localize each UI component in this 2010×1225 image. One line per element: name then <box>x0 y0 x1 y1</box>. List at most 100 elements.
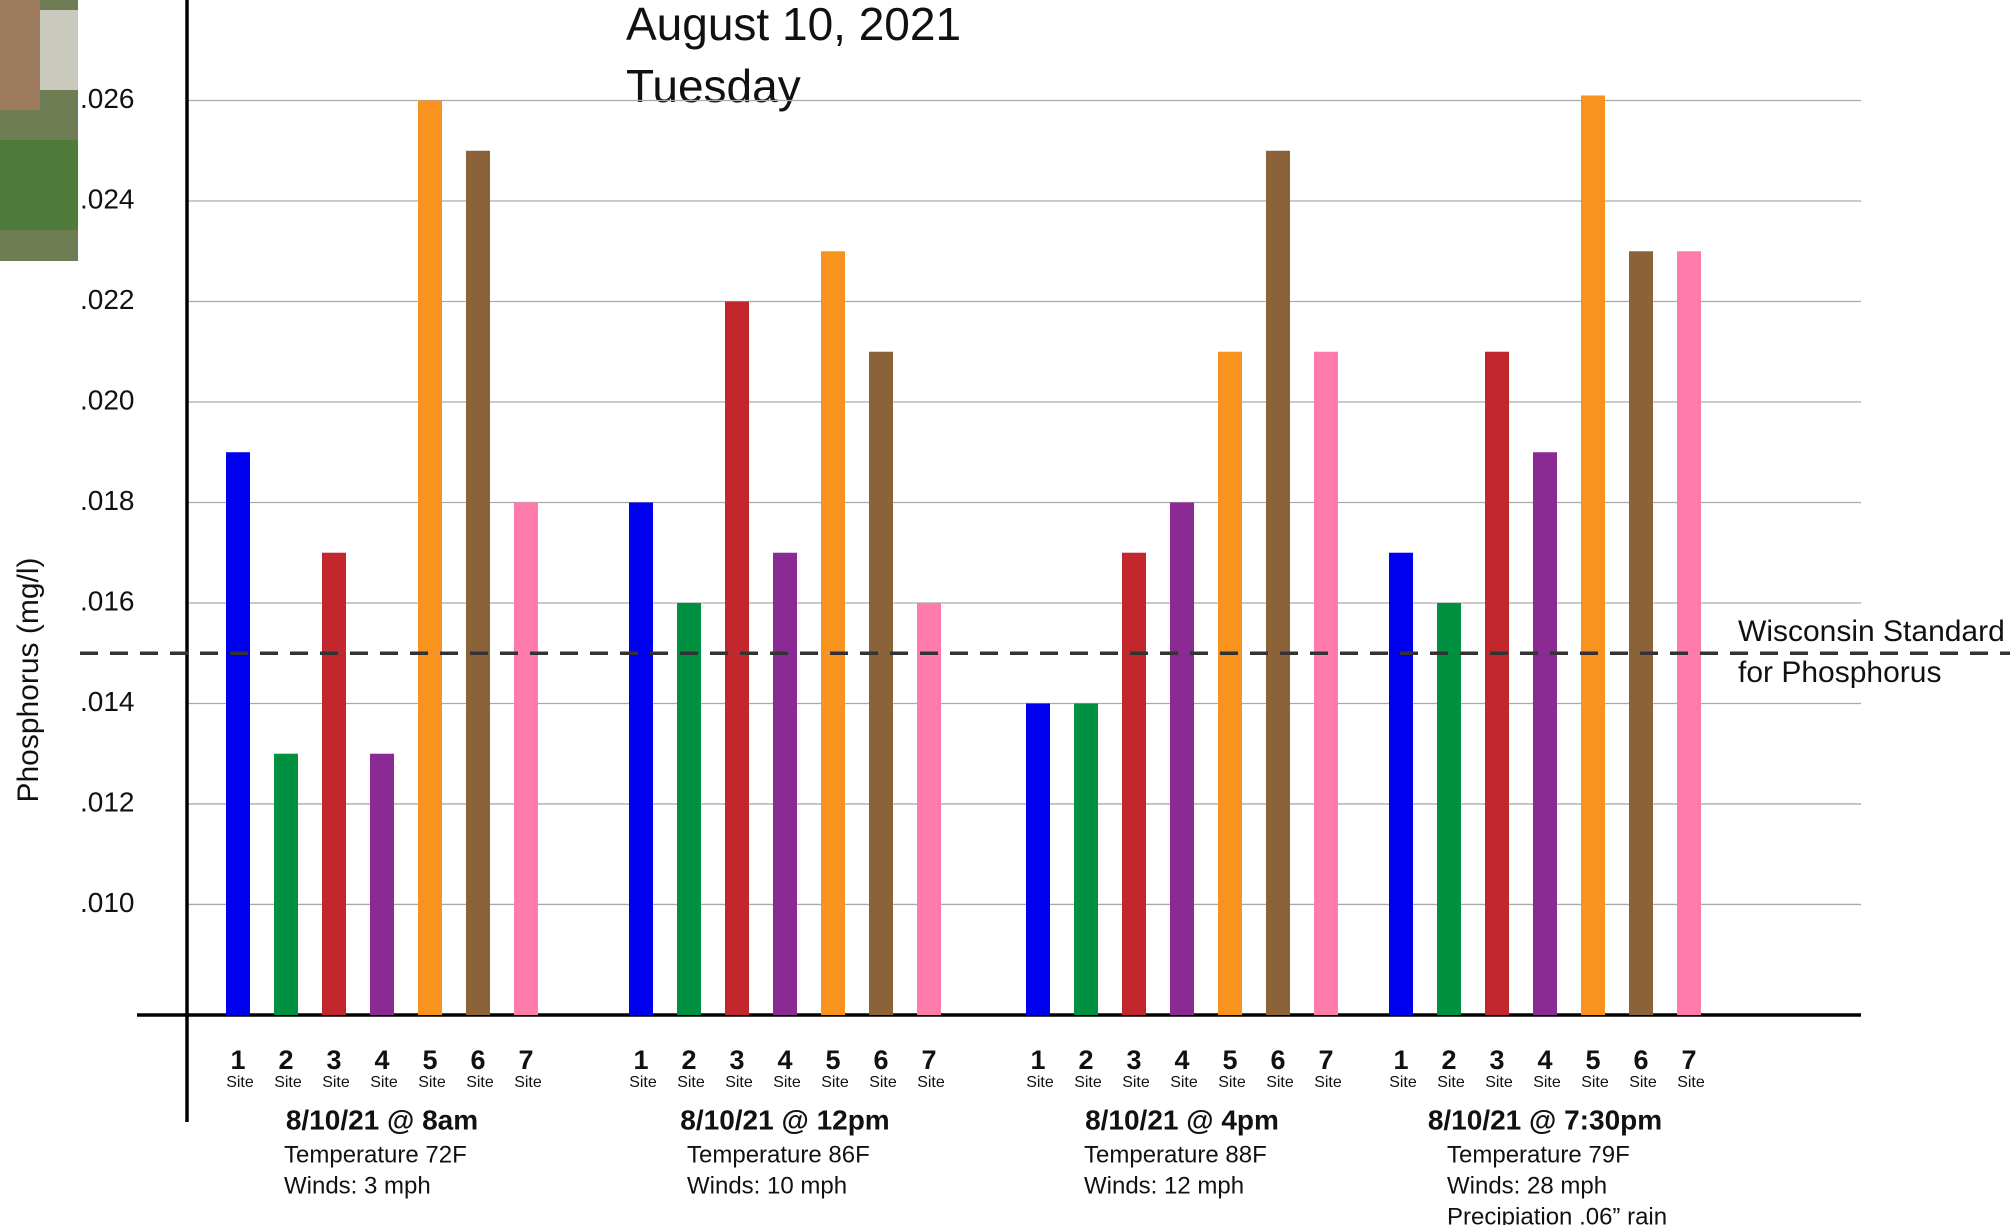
group-note: Winds: 10 mph <box>687 1172 847 1199</box>
site-number: 6 <box>470 1045 485 1075</box>
site-number: 6 <box>1633 1045 1648 1075</box>
site-number: 4 <box>1174 1045 1189 1075</box>
group-note: Winds: 28 mph <box>1447 1172 1607 1199</box>
site-label: Site <box>418 1074 446 1091</box>
y-tick-label: .020 <box>80 384 135 415</box>
site-number: 6 <box>873 1045 888 1075</box>
bar <box>514 502 538 1016</box>
site-number: 7 <box>1318 1045 1333 1075</box>
y-tick-label: .014 <box>80 686 135 717</box>
site-number: 3 <box>1126 1045 1141 1075</box>
site-number: 3 <box>729 1045 744 1075</box>
bar <box>1485 351 1509 1015</box>
y-tick-label: .022 <box>80 284 135 315</box>
site-number: 2 <box>1441 1045 1456 1075</box>
chart-subtitle: Tuesday <box>626 60 801 112</box>
site-label: Site <box>1581 1074 1609 1091</box>
site-label: Site <box>1122 1074 1150 1091</box>
group-label: 8/10/21 @ 12pm <box>680 1104 889 1135</box>
bar <box>1218 351 1242 1015</box>
bar <box>1170 502 1194 1016</box>
site-label: Site <box>773 1074 801 1091</box>
site-label: Site <box>677 1074 705 1091</box>
bar <box>418 100 442 1015</box>
bar <box>322 552 346 1015</box>
site-label: Site <box>629 1074 657 1091</box>
site-number: 7 <box>921 1045 936 1075</box>
group-note: Temperature 86F <box>687 1141 870 1168</box>
y-tick-label: .018 <box>80 485 135 516</box>
site-label: Site <box>1389 1074 1417 1091</box>
site-label: Site <box>1026 1074 1054 1091</box>
site-label: Site <box>725 1074 753 1091</box>
site-label: Site <box>1218 1074 1246 1091</box>
site-label: Site <box>1629 1074 1657 1091</box>
site-label: Site <box>1533 1074 1561 1091</box>
bar <box>226 452 250 1015</box>
site-label: Site <box>226 1074 254 1091</box>
y-tick-label: .024 <box>80 183 135 214</box>
reference-label: Wisconsin Standard <box>1738 615 2005 648</box>
bar <box>869 351 893 1015</box>
bar <box>1266 150 1290 1016</box>
group-note: Precipiation .06” rain <box>1447 1203 1667 1225</box>
site-label: Site <box>1170 1074 1198 1091</box>
bar <box>1314 351 1338 1015</box>
group-note: Temperature 79F <box>1447 1141 1630 1168</box>
site-label: Site <box>1314 1074 1342 1091</box>
site-label: Site <box>1266 1074 1294 1091</box>
site-number: 2 <box>1078 1045 1093 1075</box>
site-number: 4 <box>777 1045 792 1075</box>
site-label: Site <box>466 1074 494 1091</box>
site-label: Site <box>821 1074 849 1091</box>
bar <box>725 301 749 1016</box>
site-label: Site <box>322 1074 350 1091</box>
site-label: Site <box>370 1074 398 1091</box>
group-note: Temperature 88F <box>1084 1141 1267 1168</box>
site-number: 2 <box>681 1045 696 1075</box>
site-label: Site <box>514 1074 542 1091</box>
bar <box>629 502 653 1016</box>
bar <box>370 753 394 1015</box>
y-axis-label: Phosphorus (mg/l) <box>12 557 45 802</box>
group-label: 8/10/21 @ 4pm <box>1085 1104 1279 1135</box>
site-number: 1 <box>1030 1045 1045 1075</box>
bar <box>1026 703 1050 1015</box>
group-note: Winds: 3 mph <box>284 1172 431 1199</box>
bar <box>1389 552 1413 1015</box>
bar <box>1074 703 1098 1015</box>
site-number: 7 <box>518 1045 533 1075</box>
site-number: 4 <box>374 1045 389 1075</box>
map-thumbnail <box>0 0 78 261</box>
bar <box>917 602 941 1015</box>
site-label: Site <box>1485 1074 1513 1091</box>
site-number: 4 <box>1537 1045 1552 1075</box>
y-tick-label: .010 <box>80 887 135 918</box>
site-number: 2 <box>278 1045 293 1075</box>
site-label: Site <box>869 1074 897 1091</box>
site-label: Site <box>917 1074 945 1091</box>
site-number: 5 <box>1222 1045 1237 1075</box>
bar <box>274 753 298 1015</box>
site-number: 1 <box>230 1045 245 1075</box>
bar <box>466 150 490 1016</box>
bar <box>1533 452 1557 1015</box>
site-label: Site <box>1074 1074 1102 1091</box>
site-number: 7 <box>1681 1045 1696 1075</box>
bar <box>1629 251 1653 1016</box>
site-number: 5 <box>422 1045 437 1075</box>
site-label: Site <box>1677 1074 1705 1091</box>
reference-label: for Phosphorus <box>1738 656 1941 689</box>
bar <box>773 552 797 1015</box>
group-label: 8/10/21 @ 8am <box>286 1104 478 1135</box>
site-number: 6 <box>1270 1045 1285 1075</box>
site-label: Site <box>274 1074 302 1091</box>
bar <box>1122 552 1146 1015</box>
site-label: Site <box>1437 1074 1465 1091</box>
site-number: 1 <box>1393 1045 1408 1075</box>
y-tick-label: .026 <box>80 83 135 114</box>
site-number: 3 <box>1489 1045 1504 1075</box>
bar <box>821 251 845 1016</box>
bar <box>1437 602 1461 1015</box>
bar <box>1677 251 1701 1016</box>
